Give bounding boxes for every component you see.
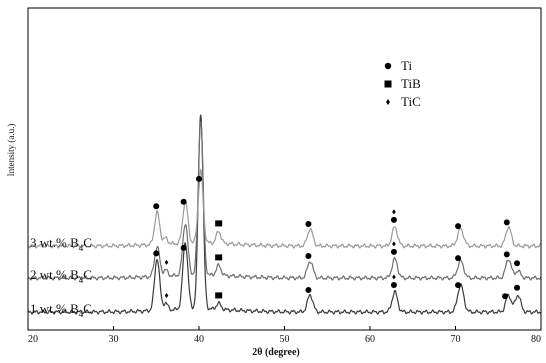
xrd-trace-2 (27, 121, 542, 281)
legend-label-ti: Ti (401, 58, 412, 73)
phase-marker-ti (305, 287, 312, 294)
phase-marker-ti (153, 203, 160, 210)
phase-marker-tib (215, 220, 223, 227)
series-labels-group: 1 wt.% B4C 2 wt.% B4C 3 wt.% B4C (30, 235, 92, 319)
phase-marker-ti (180, 198, 187, 205)
phase-marker-ti (455, 223, 462, 230)
phase-marker-ti (390, 281, 397, 288)
x-tick-label: 80 (531, 334, 541, 345)
phase-marker-tib (215, 254, 223, 261)
legend: Ti TiB TiC (384, 58, 421, 109)
x-tick-label: 60 (365, 334, 375, 345)
legend-label-tic: TiC (401, 94, 421, 109)
phase-marker-tic (392, 241, 396, 247)
phase-marker-ti (153, 250, 160, 257)
x-tick-label: 20 (28, 334, 38, 345)
phase-marker-ti (305, 221, 312, 228)
phase-marker-ti (196, 175, 202, 182)
phase-marker-ti (180, 244, 187, 251)
phase-marker-ti (514, 260, 521, 267)
x-tick-label: 70 (451, 334, 461, 345)
phase-marker-ti (503, 219, 510, 226)
series-label-1: 1 wt.% B4C (30, 301, 92, 319)
phase-marker-ti (502, 293, 509, 300)
phase-marker-tic (164, 292, 169, 298)
phase-marker-ti (390, 216, 397, 223)
phase-marker-tib (215, 292, 223, 299)
phase-marker-ti (514, 284, 521, 291)
xrd-trace-1 (27, 114, 541, 315)
phase-marker-ti (455, 282, 462, 289)
phase-marker-tic (392, 274, 396, 280)
x-tick-label: 50 (280, 334, 290, 345)
legend-marker-ti (384, 62, 392, 70)
x-tick-label: 40 (194, 334, 204, 345)
legend-label-tib: TiB (401, 76, 421, 91)
phase-marker-tic (164, 259, 169, 265)
plot-frame (27, 7, 542, 331)
xrd-trace-3 (27, 168, 542, 249)
phase-marker-tic (392, 209, 396, 215)
x-tick-label: 30 (109, 334, 119, 345)
legend-marker-tib (384, 80, 392, 88)
phase-marker-ti (305, 253, 312, 260)
legend-marker-tic (386, 99, 390, 105)
phase-markers-group (153, 175, 521, 300)
y-axis-label: Intensity (a.u.) (6, 124, 16, 177)
traces-group (27, 114, 542, 315)
phase-marker-ti (455, 255, 462, 262)
series-label-3: 3 wt.% B4C (30, 235, 92, 253)
series-label-2: 2 wt.% B4C (30, 267, 92, 285)
phase-marker-ti (390, 248, 397, 255)
x-axis-label: 2θ (degree) (252, 347, 300, 358)
phase-marker-ti (503, 251, 510, 258)
axes-group: 20 30 40 50 60 70 80 (27, 7, 542, 345)
